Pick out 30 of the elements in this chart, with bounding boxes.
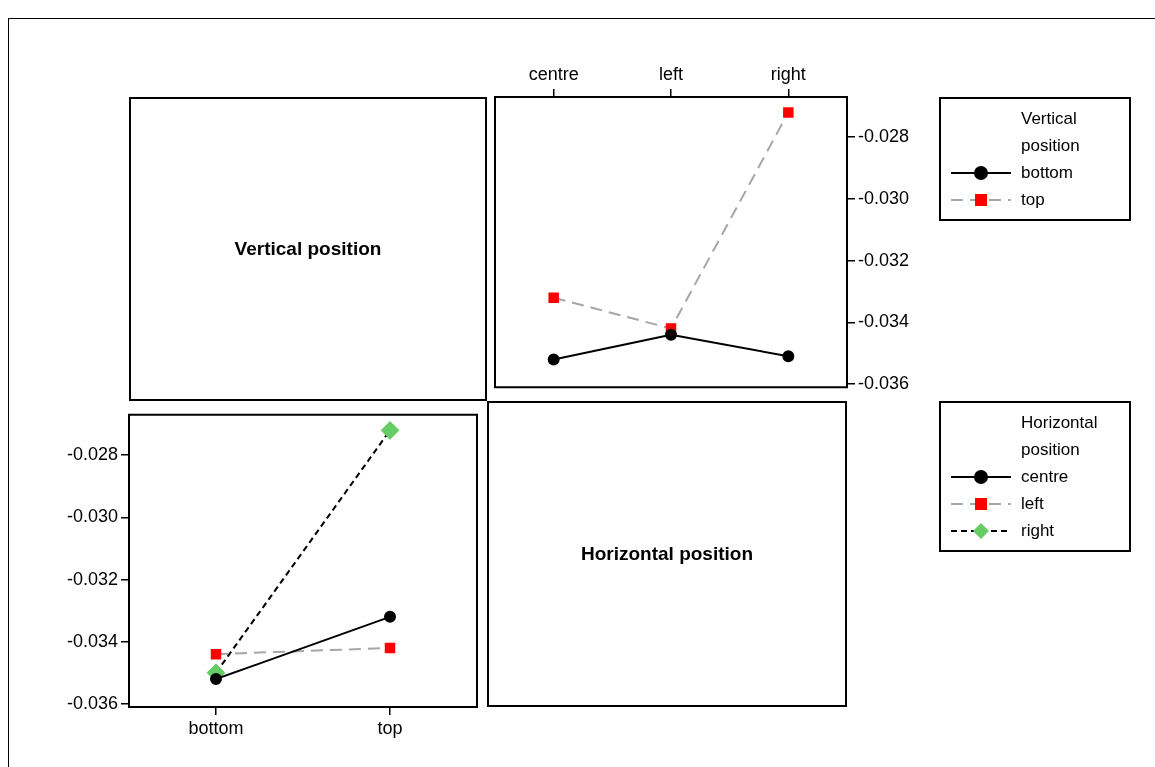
- legend-label: top: [1021, 189, 1045, 211]
- point: [381, 421, 399, 440]
- point: [665, 328, 677, 341]
- legend-label: bottom: [1021, 162, 1073, 184]
- y-tick-label: -0.034: [858, 311, 910, 332]
- point: [548, 292, 559, 303]
- point: [782, 350, 795, 363]
- y-tick-label: -0.032: [858, 249, 910, 270]
- point: [384, 642, 396, 654]
- point: [210, 648, 222, 660]
- legend-label: left: [1021, 493, 1044, 515]
- y-tick-label: -0.036: [66, 692, 118, 713]
- x-tick-label: left: [658, 64, 684, 85]
- y-tick-label: -0.034: [66, 630, 118, 651]
- y-tick-label: -0.028: [858, 126, 910, 147]
- y-tick-label: -0.030: [858, 187, 910, 208]
- x-tick-label: centre: [528, 64, 579, 85]
- legend-label: right: [1021, 520, 1055, 542]
- y-tick-label: -0.030: [66, 506, 118, 527]
- y-tick-label: -0.036: [858, 373, 910, 394]
- point: [210, 673, 222, 686]
- text: Horizontal position: [580, 543, 754, 565]
- y-tick-label: -0.028: [66, 444, 118, 465]
- legend-label: centre: [1021, 466, 1069, 488]
- x-tick-label: right: [770, 64, 806, 85]
- point: [783, 107, 794, 118]
- point: [547, 353, 560, 366]
- point: [384, 610, 396, 623]
- text: Vertical position: [234, 238, 382, 260]
- y-tick-label: -0.032: [66, 568, 118, 589]
